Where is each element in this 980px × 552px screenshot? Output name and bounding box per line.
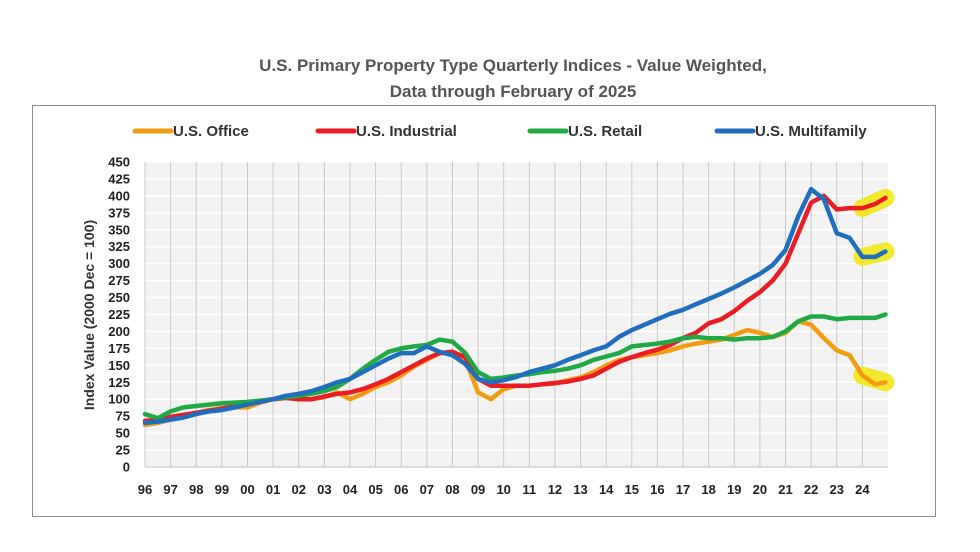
x-tick-label: 14 bbox=[599, 482, 614, 497]
x-tick-label: 02 bbox=[291, 482, 305, 497]
x-tick-label: 15 bbox=[625, 482, 639, 497]
x-tick-label: 01 bbox=[266, 482, 280, 497]
x-tick-label: 05 bbox=[368, 482, 382, 497]
x-tick-label: 12 bbox=[548, 482, 562, 497]
y-axis-label: Index Value (2000 Dec = 100) bbox=[81, 220, 97, 410]
x-tick-label: 00 bbox=[240, 482, 254, 497]
legend-label: U.S. Industrial bbox=[356, 123, 457, 140]
x-tick-label: 24 bbox=[855, 482, 870, 497]
y-tick-label: 450 bbox=[108, 155, 130, 170]
x-tick-label: 19 bbox=[727, 482, 741, 497]
chart-title-line2: Data through February of 2025 bbox=[389, 82, 637, 101]
x-tick-label: 08 bbox=[445, 482, 459, 497]
x-tick-label: 99 bbox=[215, 482, 229, 497]
x-tick-label: 11 bbox=[522, 482, 536, 497]
x-tick-label: 09 bbox=[471, 482, 485, 497]
x-tick-label: 06 bbox=[394, 482, 408, 497]
y-tick-label: 350 bbox=[108, 222, 130, 237]
legend-label: U.S. Office bbox=[173, 123, 249, 140]
legend-label: U.S. Multifamily bbox=[755, 123, 867, 140]
x-tick-label: 07 bbox=[420, 482, 434, 497]
x-tick-label: 97 bbox=[163, 482, 177, 497]
y-tick-label: 75 bbox=[116, 409, 130, 424]
x-tick-label: 18 bbox=[701, 482, 715, 497]
chart-frame bbox=[32, 105, 936, 517]
x-tick-label: 22 bbox=[804, 482, 818, 497]
y-tick-label: 425 bbox=[108, 171, 130, 186]
series-line-u-s-multifamily bbox=[142, 186, 888, 426]
x-tick-label: 96 bbox=[138, 482, 152, 497]
x-tick-label: 17 bbox=[676, 482, 690, 497]
x-tick-label: 21 bbox=[778, 482, 792, 497]
y-tick-label: 275 bbox=[108, 273, 130, 288]
x-tick-label: 20 bbox=[753, 482, 767, 497]
y-tick-label: 125 bbox=[108, 375, 130, 390]
y-tick-label: 200 bbox=[108, 324, 130, 339]
y-tick-label: 100 bbox=[108, 392, 130, 407]
x-tick-label: 04 bbox=[343, 482, 358, 497]
y-tick-label: 150 bbox=[108, 358, 130, 373]
y-tick-label: 175 bbox=[108, 341, 130, 356]
x-tick-label: 03 bbox=[317, 482, 331, 497]
y-tick-label: 50 bbox=[116, 426, 130, 441]
x-tick-label: 16 bbox=[650, 482, 664, 497]
y-tick-label: 0 bbox=[123, 460, 130, 475]
x-tick-label: 98 bbox=[189, 482, 203, 497]
y-tick-label: 25 bbox=[116, 443, 130, 458]
y-tick-label: 400 bbox=[108, 188, 130, 203]
y-tick-label: 325 bbox=[108, 239, 130, 254]
y-tick-label: 300 bbox=[108, 256, 130, 271]
x-tick-label: 23 bbox=[830, 482, 844, 497]
chart-title-line1: U.S. Primary Property Type Quarterly Ind… bbox=[259, 56, 767, 75]
y-tick-label: 250 bbox=[108, 290, 130, 305]
legend-label: U.S. Retail bbox=[568, 123, 642, 140]
y-tick-label: 375 bbox=[108, 205, 130, 220]
x-tick-label: 13 bbox=[573, 482, 587, 497]
x-tick-label: 10 bbox=[496, 482, 510, 497]
y-tick-label: 225 bbox=[108, 307, 130, 322]
